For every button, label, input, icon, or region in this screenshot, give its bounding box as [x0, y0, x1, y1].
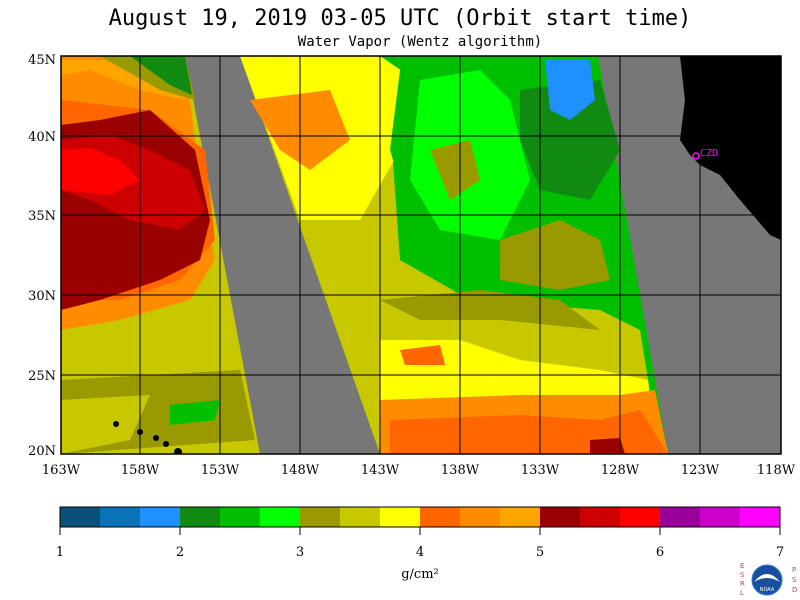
logo-letter-left: S	[740, 571, 745, 579]
north-america-land	[680, 56, 781, 240]
colorbar-swatch	[180, 507, 220, 527]
colorbar-swatch	[60, 507, 100, 527]
lon-label: 148W	[281, 463, 320, 478]
station-label: CZD	[700, 148, 718, 159]
colorbar-unit-label: g/cm²	[401, 567, 439, 582]
colorbar-swatch	[700, 507, 740, 527]
colorbar-swatch	[380, 507, 420, 527]
colorbar-tick-label: 3	[296, 545, 304, 560]
noaa-emblem-icon	[751, 564, 783, 596]
colorbar-ticks	[59, 527, 781, 535]
colorbar-tick-label: 4	[416, 545, 424, 560]
colorbar-swatch	[100, 507, 140, 527]
colorbar-swatch	[340, 507, 380, 527]
colorbar-tick-label: 5	[536, 545, 544, 560]
lat-label: 20N	[28, 444, 56, 459]
colorbar-swatch	[220, 507, 260, 527]
lat-lon-grid	[61, 56, 781, 454]
logo-center: NOAA	[760, 587, 775, 593]
logo-letter-left: E	[740, 562, 744, 570]
lon-label: 143W	[361, 463, 400, 478]
lat-label: 30N	[28, 289, 56, 304]
colorbar-swatch	[660, 507, 700, 527]
lat-label: 40N	[28, 130, 56, 145]
colorbar-swatch	[460, 507, 500, 527]
longitude-labels: 163W 158W 153W 148W 143W 138W 133W 128W …	[42, 463, 796, 478]
map-field: CZD	[61, 56, 781, 454]
colorbar	[60, 507, 780, 527]
noaa-esrl-psd-logo: E S R L NOAA P S D	[740, 562, 797, 597]
colorbar-swatch	[740, 507, 780, 527]
colorbar-tick-label: 2	[176, 545, 184, 560]
colorbar-swatch	[500, 507, 540, 527]
lon-label: 118W	[757, 463, 796, 478]
lon-label: 163W	[42, 463, 81, 478]
colorbar-swatch	[620, 507, 660, 527]
colorbar-swatch	[300, 507, 340, 527]
latitude-labels: 45N 40N 35N 30N 25N 20N	[28, 53, 56, 459]
colorbar-tick-label: 6	[656, 545, 664, 560]
lon-label: 153W	[201, 463, 240, 478]
lon-label: 138W	[441, 463, 480, 478]
map-frame	[60, 55, 782, 455]
lat-label: 45N	[28, 53, 56, 68]
colorbar-tick-label: 1	[56, 545, 64, 560]
lon-label: 133W	[521, 463, 560, 478]
lat-label: 25N	[28, 369, 56, 384]
colorbar-swatch	[540, 507, 580, 527]
station-marker	[692, 152, 700, 160]
colorbar-swatch	[140, 507, 180, 527]
colorbar-swatch	[260, 507, 300, 527]
logo-letter-right: P	[792, 566, 796, 574]
colorbar-tick-labels: 1 2 3 4 5 6 7	[56, 545, 784, 560]
logo-letter-right: D	[792, 586, 797, 594]
hawaiian-islands	[113, 421, 182, 454]
logo-letter-right: S	[792, 576, 797, 584]
logo-letter-left: L	[740, 589, 744, 597]
colorbar-swatch	[420, 507, 460, 527]
logo-letter-left: R	[740, 580, 745, 588]
lat-label: 35N	[28, 209, 56, 224]
colorbar-tick-label: 7	[776, 545, 784, 560]
colorbar-swatch	[580, 507, 620, 527]
map-subtitle: Water Vapor (Wentz algorithm)	[297, 34, 543, 50]
lon-label: 158W	[121, 463, 160, 478]
map-title: August 19, 2019 03-05 UTC (Orbit start t…	[108, 6, 692, 31]
west-swath	[61, 56, 260, 454]
lon-label: 123W	[681, 463, 720, 478]
noaa-bird-icon	[754, 574, 780, 582]
lon-label: 128W	[601, 463, 640, 478]
